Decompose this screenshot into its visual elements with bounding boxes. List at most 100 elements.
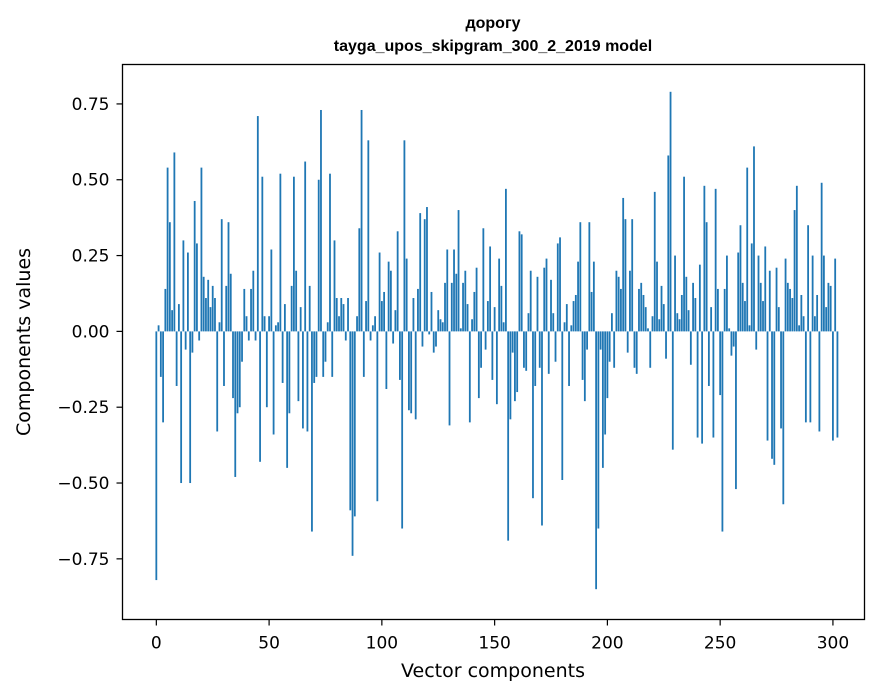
y-tick-label: −0.50 bbox=[57, 474, 109, 494]
bar bbox=[631, 219, 634, 332]
bar bbox=[561, 331, 564, 480]
bar bbox=[466, 304, 469, 332]
bar bbox=[168, 222, 171, 332]
bar bbox=[674, 255, 676, 332]
bar bbox=[757, 255, 760, 332]
bar bbox=[572, 301, 575, 332]
y-axis-label: Components values bbox=[13, 248, 35, 436]
bar bbox=[793, 210, 796, 332]
bar bbox=[791, 298, 794, 332]
bar bbox=[577, 261, 579, 332]
bar bbox=[534, 331, 537, 386]
bar bbox=[482, 228, 485, 332]
x-axis-label: Vector components bbox=[401, 660, 585, 682]
bar bbox=[198, 331, 201, 341]
bar bbox=[730, 331, 733, 356]
bar bbox=[155, 331, 158, 581]
bar bbox=[574, 294, 577, 332]
bar bbox=[182, 240, 185, 332]
bar bbox=[552, 313, 555, 332]
bar bbox=[227, 222, 230, 332]
bar bbox=[739, 225, 742, 332]
bar bbox=[753, 146, 755, 332]
bar bbox=[417, 288, 419, 332]
bar bbox=[290, 285, 293, 332]
bar bbox=[471, 319, 473, 332]
bar bbox=[464, 270, 467, 332]
bar bbox=[529, 270, 532, 332]
bar bbox=[622, 197, 625, 332]
bar bbox=[191, 331, 194, 353]
bar bbox=[667, 155, 670, 332]
bar bbox=[380, 301, 383, 332]
bar bbox=[678, 319, 681, 332]
bar bbox=[410, 331, 413, 414]
bar bbox=[358, 228, 361, 332]
bar bbox=[683, 176, 685, 332]
x-tick-label: 50 bbox=[258, 634, 280, 654]
bar bbox=[311, 331, 313, 532]
bar bbox=[229, 273, 232, 332]
bar bbox=[782, 331, 785, 505]
bar bbox=[444, 282, 446, 332]
bar bbox=[755, 331, 758, 350]
bar bbox=[735, 331, 737, 490]
bar bbox=[405, 258, 408, 332]
bar bbox=[295, 270, 298, 332]
bar bbox=[586, 331, 588, 350]
bar bbox=[825, 307, 828, 332]
bar bbox=[392, 331, 395, 344]
bar bbox=[827, 282, 830, 332]
bar bbox=[462, 282, 464, 332]
bar bbox=[723, 288, 726, 332]
bar bbox=[270, 249, 273, 332]
bar bbox=[394, 310, 397, 332]
x-tick-label: 300 bbox=[817, 634, 849, 654]
bar bbox=[710, 307, 713, 332]
bar bbox=[473, 291, 476, 332]
bar bbox=[193, 200, 196, 332]
bar bbox=[279, 173, 282, 332]
bar bbox=[326, 322, 329, 332]
bar bbox=[514, 331, 516, 402]
bar bbox=[426, 207, 428, 332]
x-tick-label: 250 bbox=[704, 634, 736, 654]
bar bbox=[288, 331, 291, 414]
bar bbox=[611, 313, 613, 332]
bar bbox=[649, 331, 652, 368]
bar-series bbox=[155, 91, 839, 590]
bar bbox=[505, 188, 507, 332]
bar bbox=[200, 167, 203, 332]
bar bbox=[773, 331, 776, 465]
bar bbox=[157, 325, 160, 332]
bar bbox=[313, 331, 316, 383]
bar bbox=[638, 288, 640, 332]
bar bbox=[480, 331, 482, 368]
bar bbox=[173, 152, 176, 332]
bar bbox=[297, 331, 300, 402]
bar bbox=[680, 294, 683, 332]
bar bbox=[579, 222, 582, 332]
bar bbox=[644, 307, 647, 332]
bar bbox=[606, 331, 609, 399]
bar bbox=[387, 261, 390, 332]
bar bbox=[642, 294, 645, 332]
bar bbox=[356, 316, 358, 332]
bar bbox=[495, 331, 498, 405]
bar bbox=[252, 270, 255, 332]
bar bbox=[626, 331, 629, 353]
bar bbox=[389, 270, 392, 332]
x-tick-label: 200 bbox=[591, 634, 623, 654]
bar bbox=[809, 331, 812, 423]
bar bbox=[694, 298, 697, 332]
bar bbox=[703, 185, 706, 332]
bar bbox=[701, 331, 704, 444]
bar bbox=[653, 191, 656, 332]
bar bbox=[189, 331, 192, 484]
bar bbox=[795, 185, 798, 332]
bar bbox=[340, 298, 343, 332]
bar bbox=[789, 288, 791, 332]
bar bbox=[807, 225, 810, 332]
bar bbox=[498, 258, 501, 332]
bar bbox=[437, 310, 440, 332]
